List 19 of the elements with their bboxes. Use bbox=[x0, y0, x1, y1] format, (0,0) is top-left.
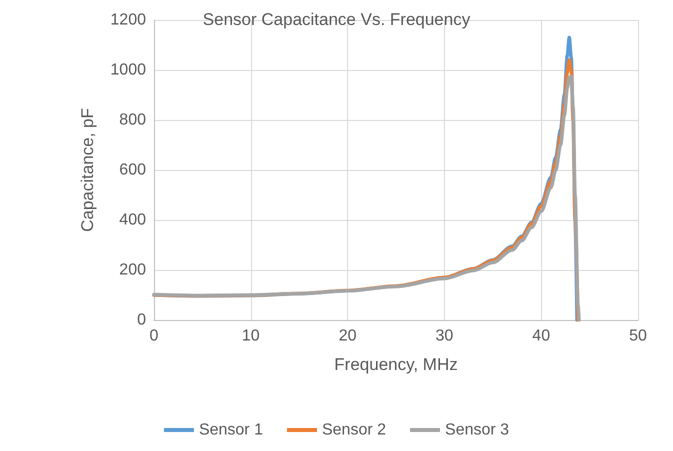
y-tick-label: 600 bbox=[119, 162, 146, 178]
x-tick-label: 30 bbox=[436, 328, 454, 344]
chart-title: Sensor Capacitance Vs. Frequency bbox=[202, 10, 471, 29]
x-axis-title: Frequency, MHz bbox=[334, 355, 458, 374]
y-axis-title: Capacitance, pF bbox=[78, 108, 97, 232]
legend-label: Sensor 1 bbox=[198, 422, 264, 438]
x-tick-label: 0 bbox=[150, 328, 159, 344]
y-tick-label: 200 bbox=[119, 262, 146, 278]
y-tick-label: 1000 bbox=[110, 62, 146, 78]
x-tick-label: 40 bbox=[532, 328, 550, 344]
legend-label: Sensor 3 bbox=[445, 422, 510, 438]
x-tick-label: 50 bbox=[629, 328, 647, 344]
y-tick-label: 800 bbox=[119, 112, 146, 128]
x-tick-label: 10 bbox=[242, 328, 260, 344]
x-tick-label: 20 bbox=[338, 328, 357, 344]
y-tick-label: 1200 bbox=[110, 12, 146, 28]
y-tick-label: 0 bbox=[137, 312, 146, 328]
y-tick-label: 400 bbox=[119, 212, 146, 228]
legend-label: Sensor 2 bbox=[322, 422, 386, 438]
